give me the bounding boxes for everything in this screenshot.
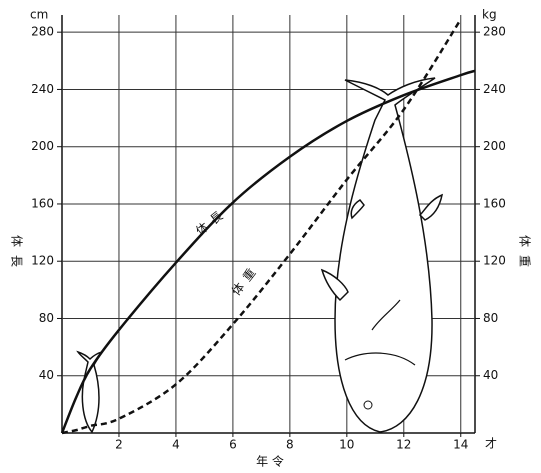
- page: cm kg 才 年 令 体長 体重 4080120160200240280408…: [0, 0, 541, 473]
- large-fish-fin: [420, 195, 442, 220]
- x-tick-label: 14: [453, 438, 468, 452]
- y-tick-label: 280: [31, 25, 54, 39]
- x-unit: 才: [485, 437, 497, 451]
- x-tick-label: 4: [172, 438, 180, 452]
- y-tick-label: 80: [39, 311, 54, 325]
- large-fish-eye: [364, 401, 372, 409]
- y2-tick-label: 40: [483, 368, 498, 382]
- y2-tick-label: 120: [483, 254, 506, 268]
- x-tick-label: 8: [286, 438, 294, 452]
- y2-tick-label: 160: [483, 196, 506, 210]
- series-label: 体重: [229, 261, 262, 298]
- y2-tick-label: 240: [483, 82, 506, 96]
- y-tick-label: 120: [31, 254, 54, 268]
- y2-axis-title: 体重: [518, 235, 532, 275]
- y2-tick-label: 280: [483, 25, 506, 39]
- y2-unit: kg: [482, 8, 497, 22]
- small-fish: [78, 352, 102, 432]
- x-tick-label: 2: [115, 438, 123, 452]
- series-label: 体長: [193, 205, 230, 238]
- y2-tick-label: 80: [483, 311, 498, 325]
- x-axis-title: 年 令: [256, 454, 284, 469]
- y-tick-label: 200: [31, 139, 54, 153]
- y2-tick-label: 200: [483, 139, 506, 153]
- x-tick-label: 6: [229, 438, 237, 452]
- x-tick-label: 10: [339, 438, 354, 452]
- y-tick-label: 240: [31, 82, 54, 96]
- chart: cm kg 才 年 令 体長 体重 4080120160200240280408…: [0, 0, 541, 473]
- x-tick-label: 12: [396, 438, 411, 452]
- y-tick-label: 160: [31, 196, 54, 210]
- y-unit: cm: [30, 8, 48, 22]
- y-axis-title: 体長: [10, 235, 24, 275]
- y-tick-label: 40: [39, 368, 54, 382]
- large-fish: [335, 78, 435, 432]
